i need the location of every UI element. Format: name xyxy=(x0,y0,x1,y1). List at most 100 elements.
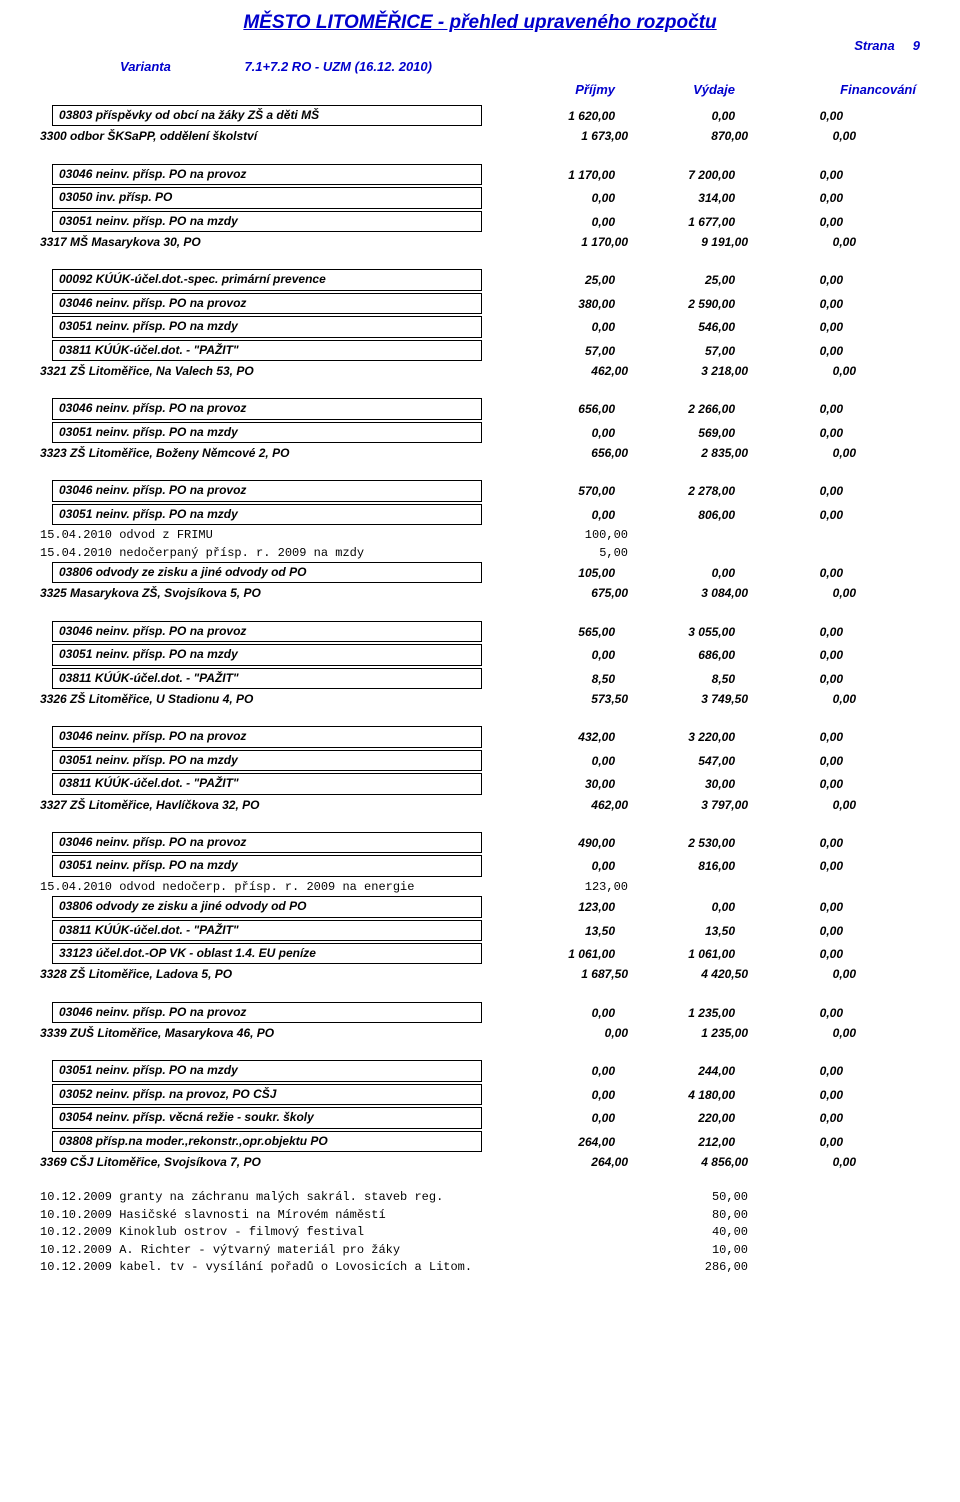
summary-prijmy: 675,00 xyxy=(495,585,628,602)
item-financovani: 0,00 xyxy=(735,671,847,688)
item-prijmy: 8,50 xyxy=(482,671,615,688)
item-financovani: 0,00 xyxy=(735,296,847,313)
item-prijmy: 123,00 xyxy=(482,899,615,916)
footnote-value: 50,00 xyxy=(495,1189,748,1206)
summary-row: 3325 Masarykova ZŠ, Svojsíkova 5, PO675,… xyxy=(40,585,920,602)
summary-financovani: 0,00 xyxy=(748,966,860,983)
budget-item-row: 03046 neinv. přísp. PO na provoz565,003 … xyxy=(40,621,920,644)
budget-section: 03046 neinv. přísp. PO na provoz565,003 … xyxy=(40,621,920,709)
item-financovani: 0,00 xyxy=(735,776,847,793)
item-financovani: 0,00 xyxy=(735,624,847,641)
budget-item-row: 03051 neinv. přísp. PO na mzdy 0,001 677,… xyxy=(40,211,920,234)
budget-item-row: 03050 inv. přísp. PO0,00314,000,00 xyxy=(40,187,920,210)
budget-item-row: 03051 neinv. přísp. PO na mzdy0,00686,00… xyxy=(40,644,920,667)
note-row: 15.04.2010 nedočerpaný přísp. r. 2009 na… xyxy=(40,545,920,562)
item-vydaje: 3 055,00 xyxy=(615,624,735,641)
item-vydaje: 547,00 xyxy=(615,753,735,770)
item-vydaje: 546,00 xyxy=(615,319,735,336)
item-label: 03051 neinv. přísp. PO na mzdy xyxy=(52,750,482,771)
budget-item-row: 03811 KÚÚK-účel.dot. - "PAŽIT"57,0057,00… xyxy=(40,340,920,363)
footnote-value: 286,00 xyxy=(495,1259,748,1276)
summary-financovani: 0,00 xyxy=(748,691,860,708)
item-label: 03051 neinv. přísp. PO na mzdy xyxy=(52,211,482,232)
page-number: Strana 9 xyxy=(40,38,920,53)
item-vydaje: 1 677,00 xyxy=(615,214,735,231)
note-label: 15.04.2010 odvod z FRIMU xyxy=(40,527,495,544)
footnote-label: 10.12.2009 kabel. tv - vysílání pořadů o… xyxy=(40,1259,495,1276)
summary-vydaje: 3 218,00 xyxy=(628,363,748,380)
summary-prijmy: 462,00 xyxy=(495,363,628,380)
item-financovani: 0,00 xyxy=(735,1110,847,1127)
item-label: 03051 neinv. přísp. PO na mzdy xyxy=(52,504,482,525)
budget-item-row: 03046 neinv. přísp. PO na provoz1 170,00… xyxy=(40,164,920,187)
budget-section: 03046 neinv. přísp. PO na provoz656,002 … xyxy=(40,398,920,462)
item-financovani: 0,00 xyxy=(735,272,847,289)
item-vydaje: 0,00 xyxy=(615,899,735,916)
budget-item-row: 03811 KÚÚK-účel.dot. - "PAŽIT"30,0030,00… xyxy=(40,773,920,796)
budget-item-row: 03051 neinv. přísp. PO na mzdy0,00569,00… xyxy=(40,422,920,445)
item-vydaje: 2 590,00 xyxy=(615,296,735,313)
item-vydaje: 806,00 xyxy=(615,507,735,524)
item-financovani: 0,00 xyxy=(735,108,847,125)
budget-section: 03046 neinv. přísp. PO na provoz570,002 … xyxy=(40,480,920,602)
summary-prijmy: 1 687,50 xyxy=(495,966,628,983)
summary-financovani: 0,00 xyxy=(748,445,860,462)
summary-vydaje: 3 084,00 xyxy=(628,585,748,602)
summary-financovani: 0,00 xyxy=(748,1025,860,1042)
budget-section: 03046 neinv. přísp. PO na provoz432,003 … xyxy=(40,726,920,814)
item-financovani: 0,00 xyxy=(735,507,847,524)
item-vydaje: 1 061,00 xyxy=(615,946,735,963)
item-prijmy: 0,00 xyxy=(482,425,615,442)
summary-financovani: 0,00 xyxy=(748,363,860,380)
item-financovani: 0,00 xyxy=(735,425,847,442)
item-financovani: 0,00 xyxy=(735,214,847,231)
item-prijmy: 490,00 xyxy=(482,835,615,852)
item-prijmy: 570,00 xyxy=(482,483,615,500)
budget-item-row: 03051 neinv. přísp. PO na mzdy0,00546,00… xyxy=(40,316,920,339)
item-financovani: 0,00 xyxy=(735,190,847,207)
budget-item-row: 03051 neinv. přísp. PO na mzdy0,00547,00… xyxy=(40,750,920,773)
variant-value: 7.1+7.2 RO - UZM (16.12. 2010) xyxy=(244,59,432,74)
item-prijmy: 0,00 xyxy=(482,319,615,336)
item-prijmy: 25,00 xyxy=(482,272,615,289)
item-label: 03051 neinv. přísp. PO na mzdy xyxy=(52,855,482,876)
summary-financovani: 0,00 xyxy=(748,797,860,814)
summary-vydaje: 4 420,50 xyxy=(628,966,748,983)
summary-label: 3369 CŠJ Litoměřice, Svojsíkova 7, PO xyxy=(40,1154,495,1171)
note-row: 15.04.2010 odvod z FRIMU100,00 xyxy=(40,527,920,544)
item-financovani: 0,00 xyxy=(735,753,847,770)
col-header-vydaje: Výdaje xyxy=(615,82,735,97)
summary-vydaje: 2 835,00 xyxy=(628,445,748,462)
summary-row: 3369 CŠJ Litoměřice, Svojsíkova 7, PO264… xyxy=(40,1154,920,1171)
item-prijmy: 1 620,00 xyxy=(482,108,615,125)
summary-row: 3328 ZŠ Litoměřice, Ladova 5, PO1 687,50… xyxy=(40,966,920,983)
item-label: 03046 neinv. přísp. PO na provoz xyxy=(52,164,482,185)
item-prijmy: 0,00 xyxy=(482,647,615,664)
budget-section: 03046 neinv. přísp. PO na provoz490,002 … xyxy=(40,832,920,984)
note-label: 15.04.2010 nedočerpaný přísp. r. 2009 na… xyxy=(40,545,495,562)
item-prijmy: 0,00 xyxy=(482,1063,615,1080)
item-label: 33123 účel.dot.-OP VK - oblast 1.4. EU p… xyxy=(52,943,482,964)
item-financovani: 0,00 xyxy=(735,1087,847,1104)
item-label: 03808 přísp.na moder.,rekonstr.,opr.obje… xyxy=(52,1131,482,1152)
item-vydaje: 816,00 xyxy=(615,858,735,875)
item-financovani: 0,00 xyxy=(735,401,847,418)
item-financovani: 0,00 xyxy=(735,1063,847,1080)
item-vydaje: 57,00 xyxy=(615,343,735,360)
item-vydaje: 686,00 xyxy=(615,647,735,664)
item-prijmy: 0,00 xyxy=(482,858,615,875)
footnote-label: 10.12.2009 A. Richter - výtvarný materiá… xyxy=(40,1242,495,1259)
item-financovani: 0,00 xyxy=(735,483,847,500)
note-row: 15.04.2010 odvod nedočerp. přísp. r. 200… xyxy=(40,879,920,896)
footnote-label: 10.12.2009 Kinoklub ostrov - filmový fes… xyxy=(40,1224,495,1241)
item-prijmy: 432,00 xyxy=(482,729,615,746)
budget-item-row: 03811 KÚÚK-účel.dot. - "PAŽIT"8,508,500,… xyxy=(40,668,920,691)
item-prijmy: 0,00 xyxy=(482,753,615,770)
summary-label: 3326 ZŠ Litoměřice, U Stadionu 4, PO xyxy=(40,691,495,708)
item-prijmy: 0,00 xyxy=(482,1110,615,1127)
budget-section: 03046 neinv. přísp. PO na provoz0,001 23… xyxy=(40,1002,920,1043)
item-vydaje: 212,00 xyxy=(615,1134,735,1151)
item-financovani: 0,00 xyxy=(735,565,847,582)
budget-item-row: 03052 neinv. přísp. na provoz, PO CŠJ0,0… xyxy=(40,1084,920,1107)
budget-item-row: 03808 přísp.na moder.,rekonstr.,opr.obje… xyxy=(40,1131,920,1154)
